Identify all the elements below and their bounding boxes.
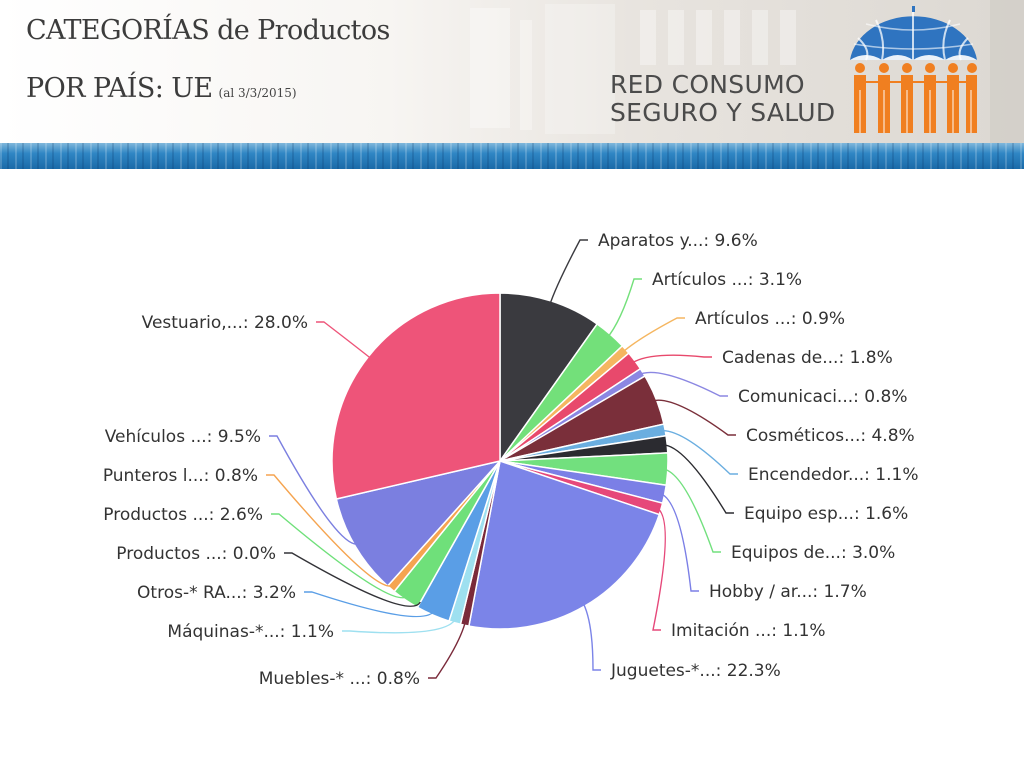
pie-slice-label: Encendedor...: 1.1% <box>748 465 919 485</box>
pie-slice-label: Juguetes-*...: 22.3% <box>610 661 781 681</box>
pie-leader-line <box>620 317 685 354</box>
pie-slice-label: Imitación ...: 1.1% <box>671 621 826 641</box>
header-background-texture <box>470 0 1024 143</box>
pie-slice-label: Otros-* RA...: 3.2% <box>137 583 296 603</box>
organization-logo <box>850 6 977 133</box>
pie-slice-label: Equipos de...: 3.0% <box>731 543 895 563</box>
pie-leader-line <box>661 444 734 514</box>
pie-slice-label: Equipo esp...: 1.6% <box>744 504 908 524</box>
pie-slice-label: Máquinas-*...: 1.1% <box>167 622 334 642</box>
pie-leader-line <box>652 506 666 631</box>
pie-slice-label: Aparatos y...: 9.6% <box>598 231 758 251</box>
organization-name-line2: SEGURO Y SALUD <box>610 98 836 127</box>
pie-leader-line <box>271 513 410 599</box>
pie-slice-label: Vestuario,...: 28.0% <box>142 313 308 333</box>
pie-slice-label: Vehículos ...: 9.5% <box>105 427 261 447</box>
pie-leader-line <box>637 371 728 397</box>
pie-leader-line <box>581 600 601 671</box>
organization-name-line1: RED CONSUMO <box>610 70 805 99</box>
pie-leader-line <box>316 321 374 361</box>
pie-slice-label: Productos ...: 0.0% <box>116 544 276 564</box>
pie-leader-line <box>605 278 642 340</box>
page-title: CATEGORÍAS de Productos <box>26 15 390 46</box>
pie-slice-label: Punteros l...: 0.8% <box>103 466 258 486</box>
pie-slice-label: Artículos ...: 3.1% <box>652 270 802 290</box>
pie-slice-label: Cadenas de...: 1.8% <box>722 348 893 368</box>
pie-leader-line <box>629 354 712 365</box>
pie-chart: Aparatos y...: 9.6% Artículos ...: 3.1% Ar… <box>103 231 919 689</box>
pie-leader-line <box>304 591 436 618</box>
pie-leader-line <box>650 399 736 436</box>
pie-leader-line <box>284 552 421 607</box>
pie-leader-line <box>266 474 396 587</box>
pie-leader-line <box>661 468 721 553</box>
pie-leader-line <box>548 239 588 307</box>
pie-leader-line <box>342 616 457 634</box>
pie-leader-line <box>428 619 467 679</box>
date-note: (al 3/3/2015) <box>218 86 297 100</box>
decorative-stripe <box>0 143 1024 169</box>
pie-slice-label: Muebles-* ...: 0.8% <box>259 669 420 689</box>
pie-leader-line <box>658 492 699 592</box>
header-banner: CATEGORÍAS de Productos POR PAÍS: UE (al … <box>0 0 1024 143</box>
page-subtitle: POR PAÍS: UE (al 3/3/2015) <box>26 73 297 104</box>
organization-name: RED CONSUMO SEGURO Y SALUD <box>610 71 835 127</box>
pie-slice-label: Productos ...: 2.6% <box>103 505 263 525</box>
pie-slice[interactable] <box>335 460 501 587</box>
pie-leader-line <box>659 429 738 475</box>
decorative-stripe-lines <box>0 143 1024 169</box>
pie-slice-label: Cosméticos...: 4.8% <box>746 426 915 446</box>
pie-leader-line <box>269 435 361 545</box>
page-subtitle-text: POR PAÍS: UE <box>26 73 213 104</box>
pie-slice-label: Comunicaci...: 0.8% <box>738 387 907 407</box>
pie-slice-label: Artículos ...: 0.9% <box>695 309 845 329</box>
pie-slice-label: Hobby / ar...: 1.7% <box>709 582 867 602</box>
